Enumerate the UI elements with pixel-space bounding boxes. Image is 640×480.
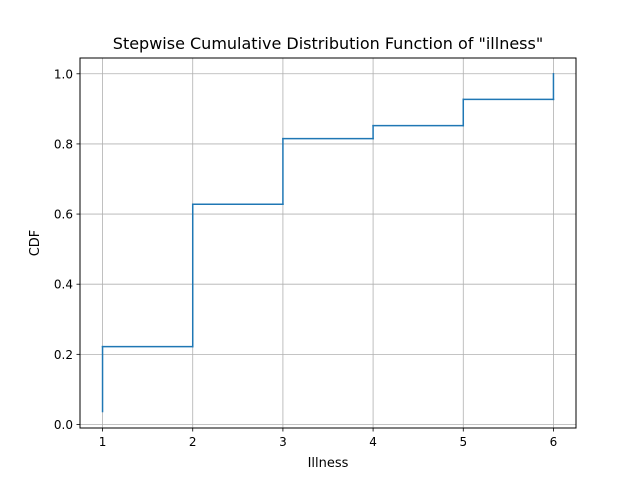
plot-frame [79, 57, 577, 429]
chart-title: Stepwise Cumulative Distribution Functio… [113, 34, 543, 53]
x-tick-label: 6 [550, 435, 558, 449]
y-tick-label: 0.4 [54, 278, 73, 292]
x-tick-label: 5 [459, 435, 467, 449]
y-axis-label: CDF [28, 230, 43, 257]
y-tick-label: 0.6 [54, 208, 73, 222]
y-tick-label: 0.8 [54, 137, 73, 151]
y-tick-label: 0.0 [54, 418, 73, 432]
y-axis-ticks: 0.0 0.2 0.4 0.6 0.8 1.0 [54, 67, 80, 432]
series-layer [101, 73, 555, 413]
series-line [101, 73, 555, 413]
x-tick-label: 1 [99, 435, 107, 449]
x-tick-label: 4 [369, 435, 377, 449]
x-axis-label: Illness [308, 456, 349, 471]
y-tick-label: 0.2 [54, 348, 73, 362]
x-axis-ticks: 1 2 3 4 5 6 [99, 428, 558, 449]
y-tick-label: 1.0 [54, 67, 73, 81]
x-tick-label: 3 [279, 435, 287, 449]
grid [80, 58, 576, 428]
x-tick-label: 2 [189, 435, 197, 449]
